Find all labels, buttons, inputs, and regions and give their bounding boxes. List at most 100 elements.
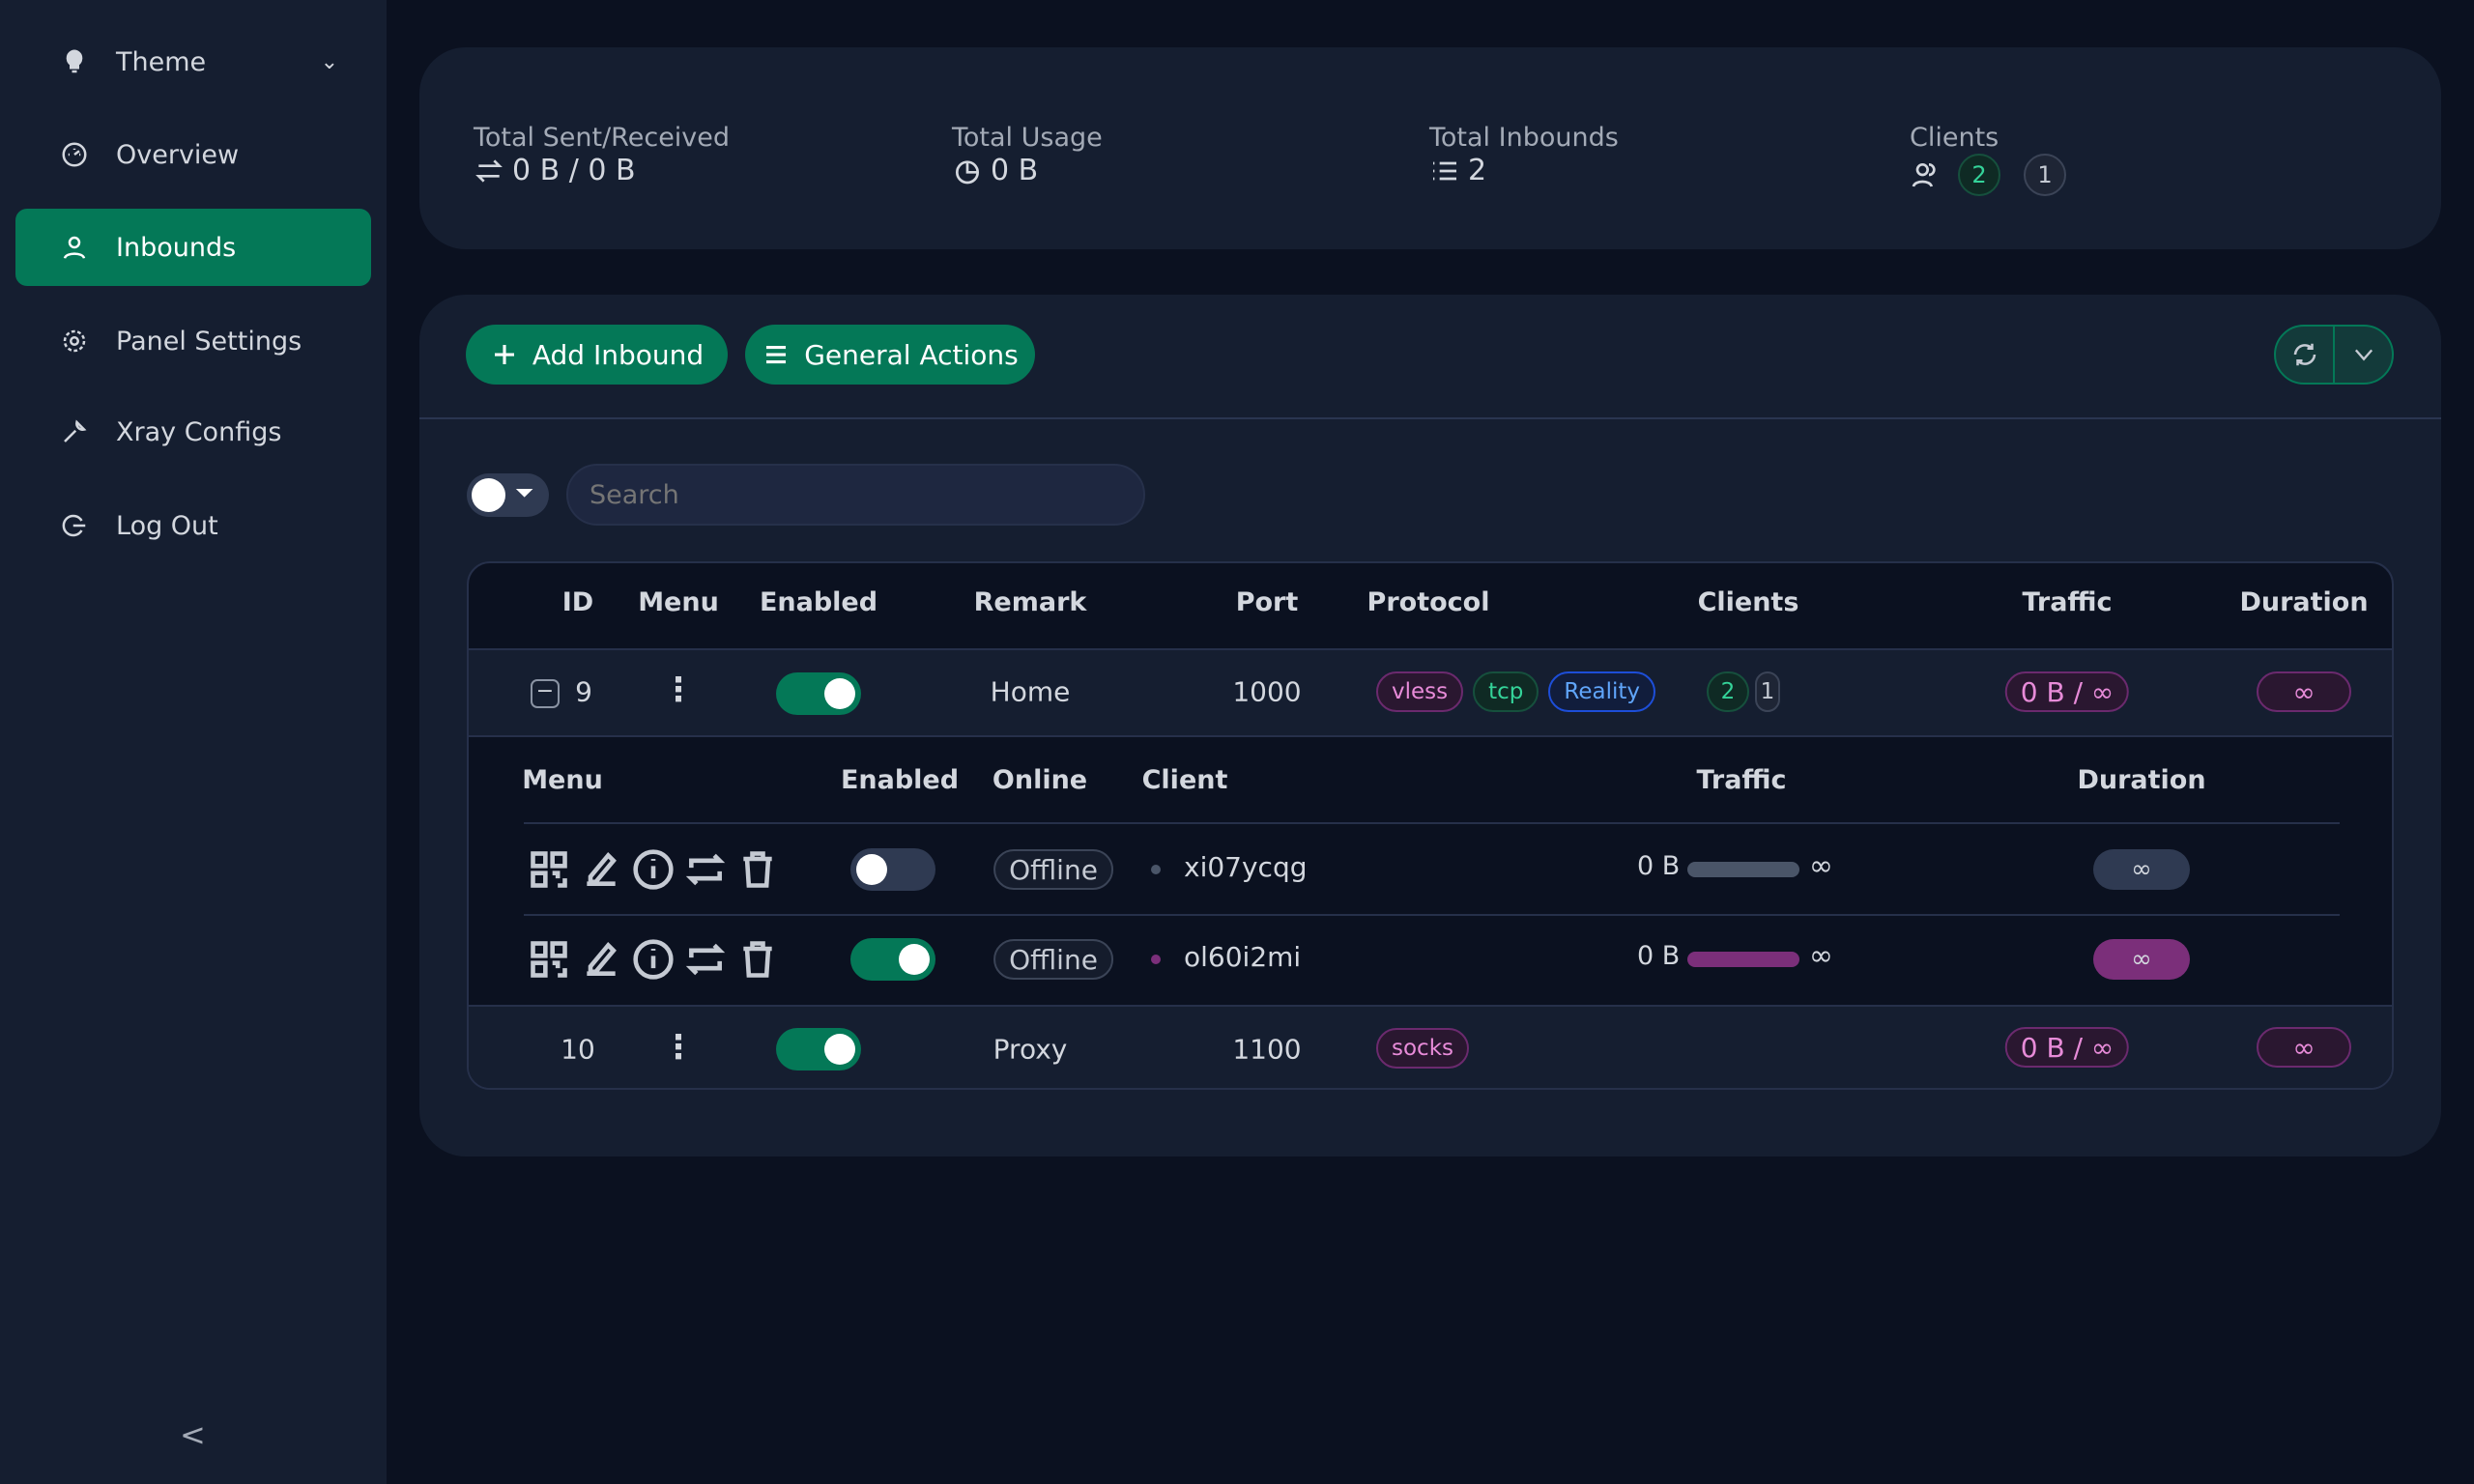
list-icon	[1433, 161, 1456, 180]
pie-chart-icon	[956, 159, 979, 184]
row-enabled-toggle[interactable]	[776, 1028, 861, 1070]
info-icon[interactable]	[632, 938, 675, 981]
row-port: 1100	[1232, 1033, 1302, 1066]
edit-icon[interactable]	[580, 938, 622, 981]
stat-value: 0 B	[991, 154, 1039, 187]
client-duration: ∞	[2093, 849, 2190, 890]
sidebar-item-overview[interactable]: Overview	[15, 116, 371, 193]
general-actions-button[interactable]: General Actions	[745, 325, 1035, 385]
client-traffic: 0 B	[1637, 941, 1681, 971]
collapse-sidebar-button[interactable]: <	[180, 1416, 206, 1453]
search-input[interactable]	[566, 464, 1145, 526]
row-enabled-toggle[interactable]	[776, 672, 861, 715]
stat-label: Total Usage	[952, 123, 1103, 153]
sidebar-item-xray-configs[interactable]: Xray Configs	[15, 393, 371, 471]
gear-icon	[63, 329, 86, 353]
refresh-icon	[2293, 343, 2316, 366]
stat-usage: 0 B	[952, 154, 1038, 187]
chevron-down-icon: ⌄	[320, 49, 338, 74]
col-clients: Clients	[1697, 587, 1799, 617]
logout-icon	[62, 514, 86, 537]
security-tag: Reality	[1548, 671, 1655, 712]
row-menu-button[interactable]: ⋮	[662, 671, 695, 709]
status-dot	[1151, 865, 1161, 874]
client-count-badge: 1	[1755, 671, 1780, 712]
row-menu-button[interactable]: ⋮	[662, 1028, 695, 1067]
refresh-group	[2274, 325, 2394, 385]
row-remark: Home	[990, 675, 1071, 708]
col-enabled: Enabled	[759, 587, 878, 617]
row-id: 9	[575, 675, 592, 708]
delete-icon[interactable]	[736, 848, 779, 891]
team-icon	[1912, 163, 1936, 187]
chevron-down-icon	[2354, 349, 2373, 361]
divider	[469, 1005, 2392, 1007]
wrench-icon	[64, 419, 87, 442]
user-icon	[63, 236, 86, 259]
sub-col-traffic: Traffic	[1696, 765, 1787, 795]
duration-tag: ∞	[2257, 1027, 2351, 1068]
sub-col-duration: Duration	[2077, 765, 2206, 795]
add-inbound-button[interactable]: Add Inbound	[466, 325, 728, 385]
col-menu: Menu	[638, 587, 719, 617]
sidebar-item-inbounds[interactable]: Inbounds	[15, 209, 371, 286]
info-icon[interactable]	[632, 848, 675, 891]
filter-icon: ⏷	[515, 479, 534, 506]
menu-icon	[766, 345, 787, 364]
qr-code-icon[interactable]	[528, 938, 570, 981]
active-clients-badge: 2	[1958, 154, 2000, 196]
traffic-progress-bar	[1687, 952, 1799, 967]
sidebar-item-theme[interactable]: Theme ⌄	[15, 23, 371, 100]
sidebar-item-label: Xray Configs	[116, 416, 282, 447]
other-clients-badge: 1	[2024, 154, 2066, 196]
client-enabled-toggle[interactable]	[850, 938, 935, 981]
sidebar-item-panel-settings[interactable]: Panel Settings	[15, 302, 371, 380]
button-label: General Actions	[804, 338, 1019, 371]
online-status-tag: Offline	[993, 849, 1113, 890]
traffic-tag: 0 B / ∞	[2004, 671, 2130, 712]
stat-label: Clients	[1910, 123, 1999, 153]
client-actions	[528, 938, 779, 981]
reset-traffic-icon[interactable]	[684, 848, 727, 891]
sidebar: Theme ⌄ Overview Inbounds Panel Settings…	[0, 0, 387, 1484]
sidebar-item-label: Theme	[116, 46, 207, 77]
online-status-tag: Offline	[993, 939, 1113, 980]
divider	[419, 417, 2441, 419]
edit-icon[interactable]	[580, 848, 622, 891]
sidebar-item-log-out[interactable]: Log Out	[15, 487, 371, 564]
filter-toggle[interactable]: ⏷	[467, 473, 549, 517]
client-traffic: 0 B	[1637, 851, 1681, 881]
stat-sent-received: 0 B / 0 B	[474, 154, 636, 187]
sidebar-item-label: Overview	[116, 139, 240, 170]
row-remark: Proxy	[992, 1033, 1068, 1066]
client-count-badge: 2	[1707, 671, 1749, 712]
client-actions	[528, 848, 779, 891]
divider	[524, 822, 2340, 824]
plus-icon	[494, 345, 514, 364]
traffic-limit: ∞	[1809, 849, 1833, 883]
client-duration: ∞	[2093, 939, 2190, 980]
client-enabled-toggle[interactable]	[850, 848, 935, 891]
row-id: 10	[561, 1033, 595, 1066]
refresh-options-button[interactable]	[2335, 327, 2392, 383]
sub-col-menu: Menu	[522, 765, 603, 795]
qr-code-icon[interactable]	[528, 848, 570, 891]
divider	[469, 735, 2392, 737]
dashboard-icon	[62, 142, 87, 167]
duration-tag: ∞	[2257, 671, 2351, 712]
col-protocol: Protocol	[1366, 587, 1490, 617]
stat-clients: 2 1	[1910, 154, 2066, 196]
traffic-progress-bar	[1687, 862, 1799, 877]
stat-label: Total Sent/Received	[474, 123, 731, 153]
reset-traffic-icon[interactable]	[684, 938, 727, 981]
sub-col-enabled: Enabled	[840, 765, 960, 795]
refresh-button[interactable]	[2276, 327, 2335, 383]
delete-icon[interactable]	[736, 938, 779, 981]
inbounds-table	[467, 561, 2394, 1090]
collapse-row-button[interactable]: −	[531, 679, 560, 708]
stat-label: Total Inbounds	[1429, 123, 1619, 153]
sub-col-online: Online	[992, 765, 1088, 795]
protocol-tags: vless tcp Reality	[1376, 671, 1655, 712]
network-tag: tcp	[1473, 671, 1539, 712]
clients-badges: 2 1	[1707, 671, 1780, 712]
